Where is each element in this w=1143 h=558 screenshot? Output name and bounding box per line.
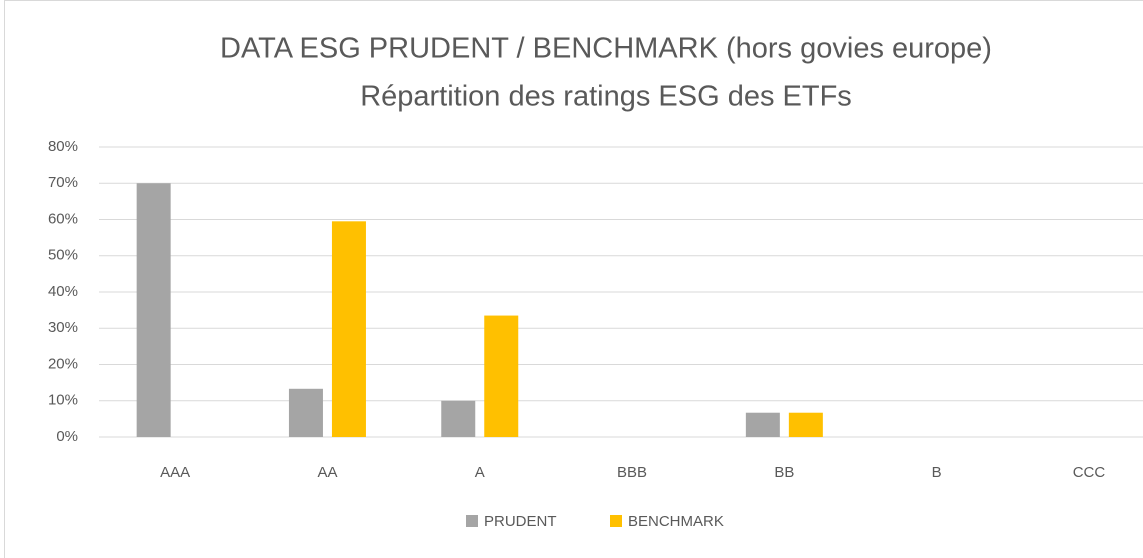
bar xyxy=(484,315,519,437)
y-tick-label: 80% xyxy=(48,138,78,155)
x-tick-label: B xyxy=(932,464,942,481)
x-tick-label: BB xyxy=(774,464,794,481)
y-tick-label: 40% xyxy=(48,283,78,300)
x-tick-label: A xyxy=(475,464,485,481)
legend-swatch xyxy=(466,515,478,527)
bar xyxy=(288,388,323,437)
chart-frame xyxy=(4,0,1143,558)
x-tick-label: AA xyxy=(317,464,337,481)
bar xyxy=(788,412,823,437)
chart-title: DATA ESG PRUDENT / BENCHMARK (hors govie… xyxy=(220,33,992,65)
bar xyxy=(745,412,780,437)
y-tick-label: 30% xyxy=(48,319,78,336)
legend-label: PRUDENT xyxy=(484,513,557,530)
chart-subtitle: Répartition des ratings ESG des ETFs xyxy=(360,81,852,113)
bar xyxy=(441,400,476,437)
y-tick-label: 10% xyxy=(48,392,78,409)
bar xyxy=(136,183,171,437)
legend-label: BENCHMARK xyxy=(628,513,724,530)
y-tick-label: 70% xyxy=(48,174,78,191)
y-tick-label: 60% xyxy=(48,210,78,227)
bar xyxy=(331,221,366,437)
x-tick-label: CCC xyxy=(1073,464,1106,481)
legend-swatch xyxy=(610,515,622,527)
y-tick-label: 50% xyxy=(48,247,78,264)
x-tick-label: AAA xyxy=(160,464,190,481)
y-tick-label: 20% xyxy=(48,355,78,372)
y-tick-label: 0% xyxy=(56,428,78,445)
x-tick-label: BBB xyxy=(617,464,647,481)
